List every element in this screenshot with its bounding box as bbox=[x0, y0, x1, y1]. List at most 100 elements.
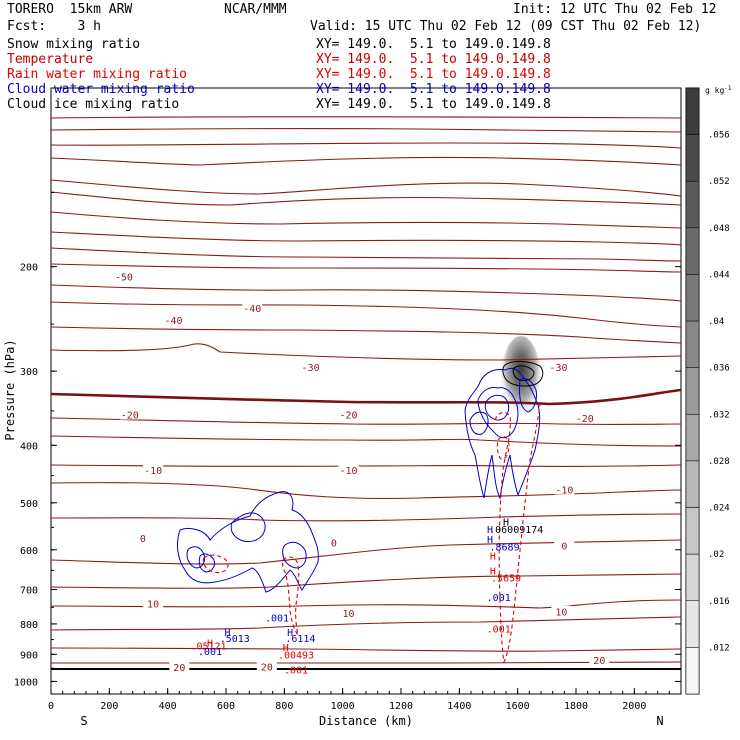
isotherm bbox=[50, 464, 682, 467]
y-tick-label: 400 bbox=[20, 441, 38, 452]
isotherm bbox=[50, 513, 682, 522]
legend-cloud-water-xy: XY= 149.0. 5.1 to 149.0.149.8 bbox=[316, 82, 551, 97]
isotherm bbox=[50, 326, 682, 344]
colorbar-tick-label: .012 bbox=[708, 643, 730, 653]
temperature-label: -20 bbox=[339, 411, 357, 422]
temperature-label: 0 bbox=[331, 538, 337, 549]
legend-temperature-label: Temperature bbox=[7, 52, 94, 67]
colorbar-cell bbox=[685, 553, 700, 602]
forecast-hour: Fcst: 3 h bbox=[7, 19, 101, 34]
colorbar-cell bbox=[685, 134, 700, 182]
cloud-ice-contour bbox=[512, 365, 535, 381]
temp-label-bg bbox=[143, 597, 164, 609]
cloud-water-contour bbox=[464, 367, 541, 500]
colorbar-cell bbox=[685, 647, 700, 695]
annotation-label: .001 bbox=[265, 613, 289, 624]
colorbar: .056 .052 .048 .044 .04 .036 .032 .028 .024 .02 .0… bbox=[685, 85, 732, 695]
annotation-label: H bbox=[487, 525, 493, 536]
y-tick-label: 300 bbox=[20, 367, 38, 378]
temperature-label: -10 bbox=[144, 466, 162, 477]
annotation-label: .00493 bbox=[278, 650, 314, 661]
annotation-label: H bbox=[490, 566, 496, 577]
isotherm bbox=[50, 301, 682, 328]
temperature-label: -30 bbox=[302, 363, 320, 374]
rain-water-contour bbox=[282, 556, 300, 636]
temperature-label: -10 bbox=[339, 466, 357, 477]
y-tick-label: 600 bbox=[20, 546, 38, 557]
isotherm bbox=[50, 128, 682, 133]
isotherm bbox=[50, 179, 682, 197]
isotherm bbox=[50, 191, 682, 206]
isotherm bbox=[50, 263, 682, 273]
isotherm bbox=[50, 231, 682, 246]
isotherm bbox=[50, 616, 682, 631]
legend-cloud-water-label: Cloud water mixing ratio bbox=[7, 82, 195, 97]
y-tick-label: 500 bbox=[20, 499, 38, 510]
annotation-label: .8689 bbox=[489, 542, 519, 553]
temp-label-bg bbox=[338, 607, 359, 619]
x-tick-label: 400 bbox=[159, 701, 177, 712]
annotation-label: .5013 bbox=[220, 634, 250, 645]
y-axis-title: Pressure (hPa) bbox=[3, 339, 17, 440]
annotation-label: .001 bbox=[284, 666, 308, 677]
temp-label-bg bbox=[574, 412, 595, 424]
temp-label-bg bbox=[143, 463, 164, 475]
y-tick-label: 200 bbox=[20, 263, 38, 274]
temperature-label: 0 bbox=[140, 534, 146, 545]
cloud-water-contour bbox=[198, 553, 215, 573]
x-tick-label: 800 bbox=[275, 701, 293, 712]
colorbar-tick-label: .036 bbox=[708, 364, 730, 374]
cloud-water-contour bbox=[230, 512, 266, 543]
snow-shading bbox=[501, 336, 541, 420]
temperature-label: 10 bbox=[555, 608, 567, 619]
isotherm bbox=[50, 647, 682, 652]
temperature-label: 10 bbox=[342, 609, 354, 620]
x-tick-label: 2000 bbox=[622, 701, 646, 712]
annotation-label: H bbox=[283, 643, 289, 654]
isotherm bbox=[50, 247, 682, 262]
x-tick-label: 600 bbox=[217, 701, 235, 712]
temperature-label: 20 bbox=[173, 663, 185, 674]
annotation-label: H bbox=[224, 628, 230, 639]
temp-label-bg bbox=[300, 360, 321, 372]
temperature-label: 10 bbox=[147, 599, 159, 610]
x-tick-label: 1000 bbox=[331, 701, 355, 712]
temperature-labels: -50 -40 -40 -30 -30 -20 -20 -20 -10 -10 -10 0 0 0 10 10… bbox=[113, 270, 610, 674]
org-label: NCAR/MMM bbox=[224, 2, 287, 17]
temp-label-bg bbox=[338, 408, 359, 420]
colorbar-cell bbox=[685, 414, 700, 462]
temperature-label: -20 bbox=[576, 414, 594, 425]
legend-cloud-ice-label: Cloud ice mixing ratio bbox=[7, 97, 180, 112]
colorbar-cell bbox=[685, 320, 700, 368]
isotherm bbox=[50, 435, 682, 447]
temp-label-bg bbox=[554, 539, 575, 551]
temperature-label: -20 bbox=[121, 411, 139, 422]
legend-rain-label: Rain water mixing ratio bbox=[7, 67, 188, 82]
annotation-label: .05121 bbox=[190, 642, 226, 653]
temp-label-bg bbox=[323, 536, 344, 548]
x-axis-title: Distance (km) bbox=[319, 714, 413, 728]
colorbar-cell bbox=[685, 367, 700, 415]
temp-label-bg bbox=[132, 531, 153, 543]
legend-snow-label: Snow mixing ratio bbox=[7, 37, 141, 52]
temp-label-bg bbox=[551, 605, 572, 617]
init-time: Init: 12 UTC Thu 02 Feb 12 bbox=[513, 2, 717, 17]
y-tick-label: 1000 bbox=[14, 677, 38, 688]
x-tick-label: 1600 bbox=[506, 701, 530, 712]
colorbar-tick-label: .02 bbox=[708, 550, 724, 560]
colorbar-tick-label: .048 bbox=[708, 224, 730, 234]
isotherm bbox=[50, 417, 682, 425]
colorbar-tick-label: .052 bbox=[708, 177, 730, 187]
rain-water-contour bbox=[496, 436, 510, 460]
temp-label-bg bbox=[119, 408, 140, 420]
temperature-label: -40 bbox=[164, 316, 182, 327]
colorbar-cell bbox=[685, 227, 700, 275]
isotherm bbox=[50, 142, 682, 149]
cloud-water-contour bbox=[282, 541, 307, 569]
y-tick-label: 800 bbox=[20, 620, 38, 631]
valid-time: Valid: 15 UTC Thu 02 Feb 12 (09 CST Thu … bbox=[310, 19, 702, 34]
model-title: TORERO 15km ARW bbox=[7, 2, 133, 17]
temperature-label: 20 bbox=[593, 656, 605, 667]
colorbar-cell bbox=[685, 460, 700, 508]
